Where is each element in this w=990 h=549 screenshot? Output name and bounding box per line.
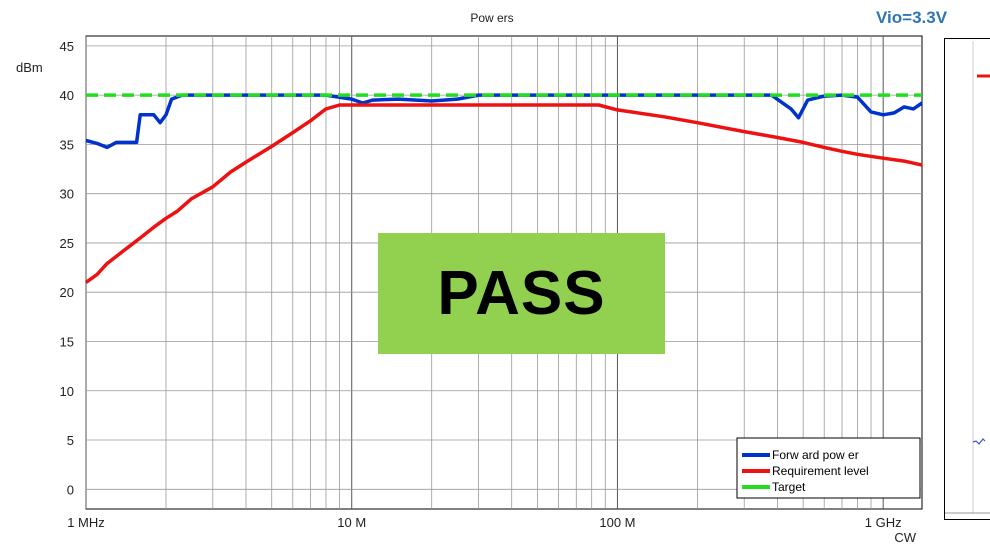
pass-label: PASS [437, 259, 606, 328]
y-tick-label: 40 [60, 88, 74, 103]
secondary-chart-fragment [945, 41, 990, 514]
legend-label-forward-power: Forw ard pow er [772, 448, 859, 462]
y-tick-label: 10 [60, 384, 74, 399]
y-tick-label: 15 [60, 334, 74, 349]
legend: Forw ard pow er Requirement level Target [736, 437, 921, 499]
vio-label: Vio=3.3V [876, 8, 948, 27]
legend-label-requirement-level: Requirement level [772, 464, 869, 478]
secondary-chart-thumbnail [944, 38, 990, 520]
y-tick-label: 20 [60, 285, 74, 300]
axis-layer: 0 5 10 15 20 25 30 35 40 45 1 MHz 10 M 100 M 1 GHz [60, 39, 902, 530]
y-tick-label: 5 [67, 433, 74, 448]
x-tick-label: 1 GHz [865, 515, 902, 530]
x-axis-label: CW [894, 530, 916, 545]
series-line-forw-ard-pow-er [85, 93, 923, 150]
y-axis-label: dBm [16, 60, 43, 75]
secondary-forward-stub [972, 438, 986, 445]
chart-title: Pow ers [470, 11, 513, 25]
y-tick-label: 35 [60, 137, 74, 152]
y-tick-label: 30 [60, 187, 74, 202]
series-layer [84, 93, 923, 284]
x-tick-label: 100 M [599, 515, 635, 530]
pass-badge: PASS [378, 233, 665, 354]
series-line-requirement-level [84, 103, 923, 284]
x-tick-label: 1 MHz [67, 515, 105, 530]
y-tick-label: 25 [60, 236, 74, 251]
legend-label-target: Target [772, 480, 806, 494]
y-tick-label: 0 [67, 482, 74, 497]
x-tick-label: 10 M [337, 515, 366, 530]
y-tick-label: 45 [60, 39, 74, 54]
